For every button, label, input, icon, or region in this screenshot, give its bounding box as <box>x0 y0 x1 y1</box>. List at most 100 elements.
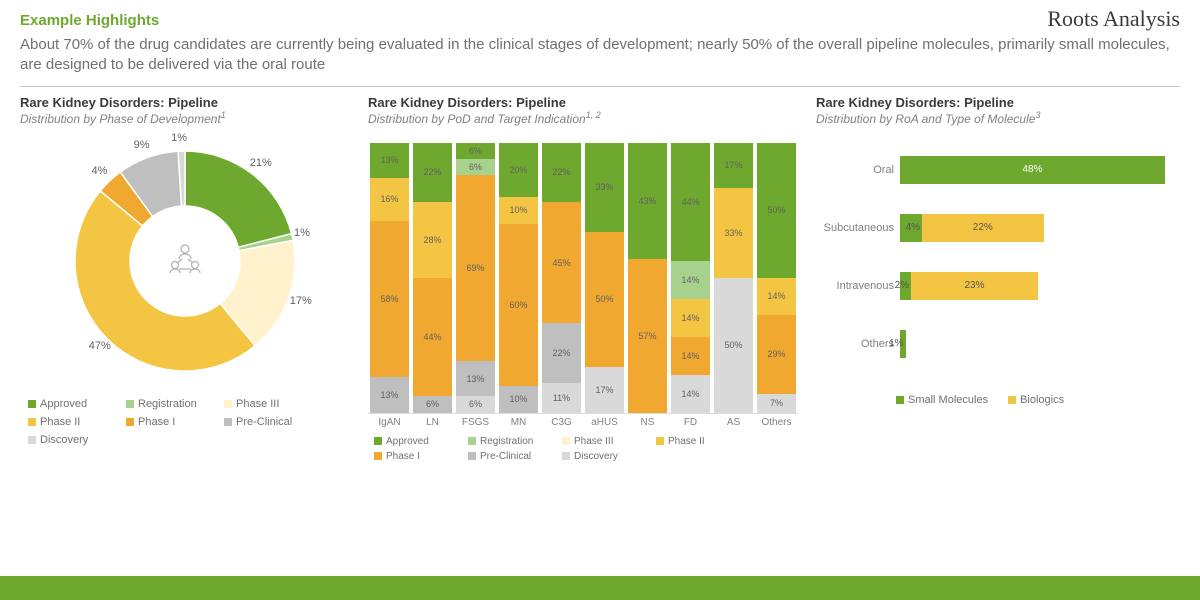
stack-segment: 16% <box>370 178 409 221</box>
legend-label: Approved <box>40 398 87 410</box>
hbar-row: Others1% <box>820 328 1176 360</box>
stack-column: 13%16%58%13% <box>370 134 409 413</box>
stack-column: 6%6%69%13%6% <box>456 134 495 413</box>
panel2-subtitle: Distribution by PoD and Target Indicatio… <box>368 110 798 126</box>
stack-segment: 50% <box>714 278 753 413</box>
donut-center-icon <box>135 211 235 311</box>
footer-bar <box>0 576 1200 600</box>
legend-label: Biologics <box>1020 394 1064 406</box>
legend-item: Biologics <box>1008 394 1088 406</box>
hbar-segment: 2% <box>900 272 911 300</box>
stack-segment: 6% <box>456 159 495 175</box>
hbar-segment: 22% <box>922 214 1043 242</box>
panel1-subtitle-text: Distribution by Phase of Development <box>20 112 221 126</box>
panel1-subtitle: Distribution by Phase of Development1 <box>20 110 350 126</box>
hbar-segment: 23% <box>911 272 1038 300</box>
legend-label: Phase III <box>574 436 613 447</box>
donut-value-label: 1% <box>171 132 187 144</box>
panel-donut: Rare Kidney Disorders: Pipeline Distribu… <box>20 95 350 464</box>
stack-segment: 69% <box>456 175 495 361</box>
hbar-track: 1% <box>900 330 1176 358</box>
stack-segment: 29% <box>757 315 796 393</box>
legend-swatch <box>468 452 476 460</box>
stack-segment: 13% <box>370 377 409 412</box>
panel3-legend: Small Molecules Biologics <box>816 394 1180 406</box>
hbar-track: 48% <box>900 156 1176 184</box>
legend-label: Phase I <box>138 416 175 428</box>
legend-label: Approved <box>386 436 429 447</box>
legend-swatch <box>28 436 36 444</box>
hbar-label: Subcutaneous <box>820 222 900 234</box>
legend-swatch <box>224 418 232 426</box>
stack-segment: 44% <box>413 278 452 397</box>
stack-segment: 20% <box>499 143 538 197</box>
stack-segment: 13% <box>370 143 409 178</box>
hbar-label: Intravenous <box>820 280 900 292</box>
legend-item: Discovery <box>562 451 642 462</box>
legend-item: Phase III <box>224 398 304 410</box>
panel2-supnote: 1, 2 <box>586 110 601 120</box>
legend-item: Registration <box>468 436 548 447</box>
legend-swatch <box>28 400 36 408</box>
legend-item: Small Molecules <box>896 394 988 406</box>
panel1-legend: ApprovedRegistrationPhase IIIPhase IIPha… <box>20 394 350 450</box>
legend-label: Phase I <box>386 451 420 462</box>
legend-swatch <box>468 437 476 445</box>
legend-label: Phase II <box>668 436 705 447</box>
donut-value-label: 17% <box>290 295 312 307</box>
stack-xlabel: FD <box>671 417 710 428</box>
legend-item: Phase III <box>562 436 642 447</box>
legend-item: Discovery <box>28 434 108 446</box>
hbar-chart: Oral48% Subcutaneous4%22% Intravenous2%23%… <box>816 134 1180 394</box>
legend-item: Approved <box>28 398 108 410</box>
panel1-supnote: 1 <box>221 110 226 120</box>
stack-segment: 22% <box>413 143 452 202</box>
stack-segment: 7% <box>757 394 796 413</box>
donut-value-label: 47% <box>89 340 111 352</box>
legend-swatch <box>896 396 904 404</box>
stack-xlabel: IgAN <box>370 417 409 428</box>
stack-column: 17%33%50% <box>714 134 753 413</box>
stack-segment: 14% <box>671 375 710 413</box>
hbar-track: 2%23% <box>900 272 1176 300</box>
legend-swatch <box>656 437 664 445</box>
legend-swatch <box>28 418 36 426</box>
legend-swatch <box>1008 396 1016 404</box>
hbar-segment: 4% <box>900 214 922 242</box>
stack-segment: 22% <box>542 143 581 202</box>
panel3-subtitle-text: Distribution by RoA and Type of Molecule <box>816 112 1035 126</box>
legend-label: Phase III <box>236 398 279 410</box>
legend-item: Phase I <box>126 416 206 428</box>
stack-column: 22%28%44%6% <box>413 134 452 413</box>
panel1-title: Rare Kidney Disorders: Pipeline <box>20 95 350 110</box>
subtitle-text: About 70% of the drug candidates are cur… <box>20 35 1180 76</box>
stack-segment: 60% <box>499 224 538 386</box>
stack-segment: 44% <box>671 143 710 262</box>
stack-column: 20%10%60%10% <box>499 134 538 413</box>
stack-segment: 50% <box>757 143 796 278</box>
people-icon <box>165 239 205 282</box>
stack-segment: 14% <box>671 261 710 299</box>
hbar-track: 4%22% <box>900 214 1176 242</box>
panel3-supnote: 3 <box>1035 110 1040 120</box>
stack-segment: 11% <box>542 383 581 413</box>
stacked-bar-xlabels: IgANLNFSGSMNC3GaHUSNSFDASOthers <box>368 414 798 434</box>
stack-xlabel: LN <box>413 417 452 428</box>
stack-segment: 33% <box>585 143 624 232</box>
donut-value-label: 21% <box>250 157 272 169</box>
legend-label: Pre-Clinical <box>480 451 531 462</box>
stack-segment: 28% <box>413 202 452 278</box>
hbar-row: Subcutaneous4%22% <box>820 212 1176 244</box>
stack-column: 44%14%14%14%14% <box>671 134 710 413</box>
hbar-label: Oral <box>820 164 900 176</box>
legend-item: Pre-Clinical <box>224 416 304 428</box>
panel3-subtitle: Distribution by RoA and Type of Molecule… <box>816 110 1180 126</box>
stack-xlabel: Others <box>757 417 796 428</box>
panel-stacked: Rare Kidney Disorders: Pipeline Distribu… <box>368 95 798 464</box>
stack-xlabel: MN <box>499 417 538 428</box>
hbar-label: Others <box>820 338 900 350</box>
stack-segment: 58% <box>370 221 409 378</box>
stack-segment: 22% <box>542 323 581 382</box>
legend-label: Registration <box>480 436 533 447</box>
hbar-segment: 48% <box>900 156 1165 184</box>
